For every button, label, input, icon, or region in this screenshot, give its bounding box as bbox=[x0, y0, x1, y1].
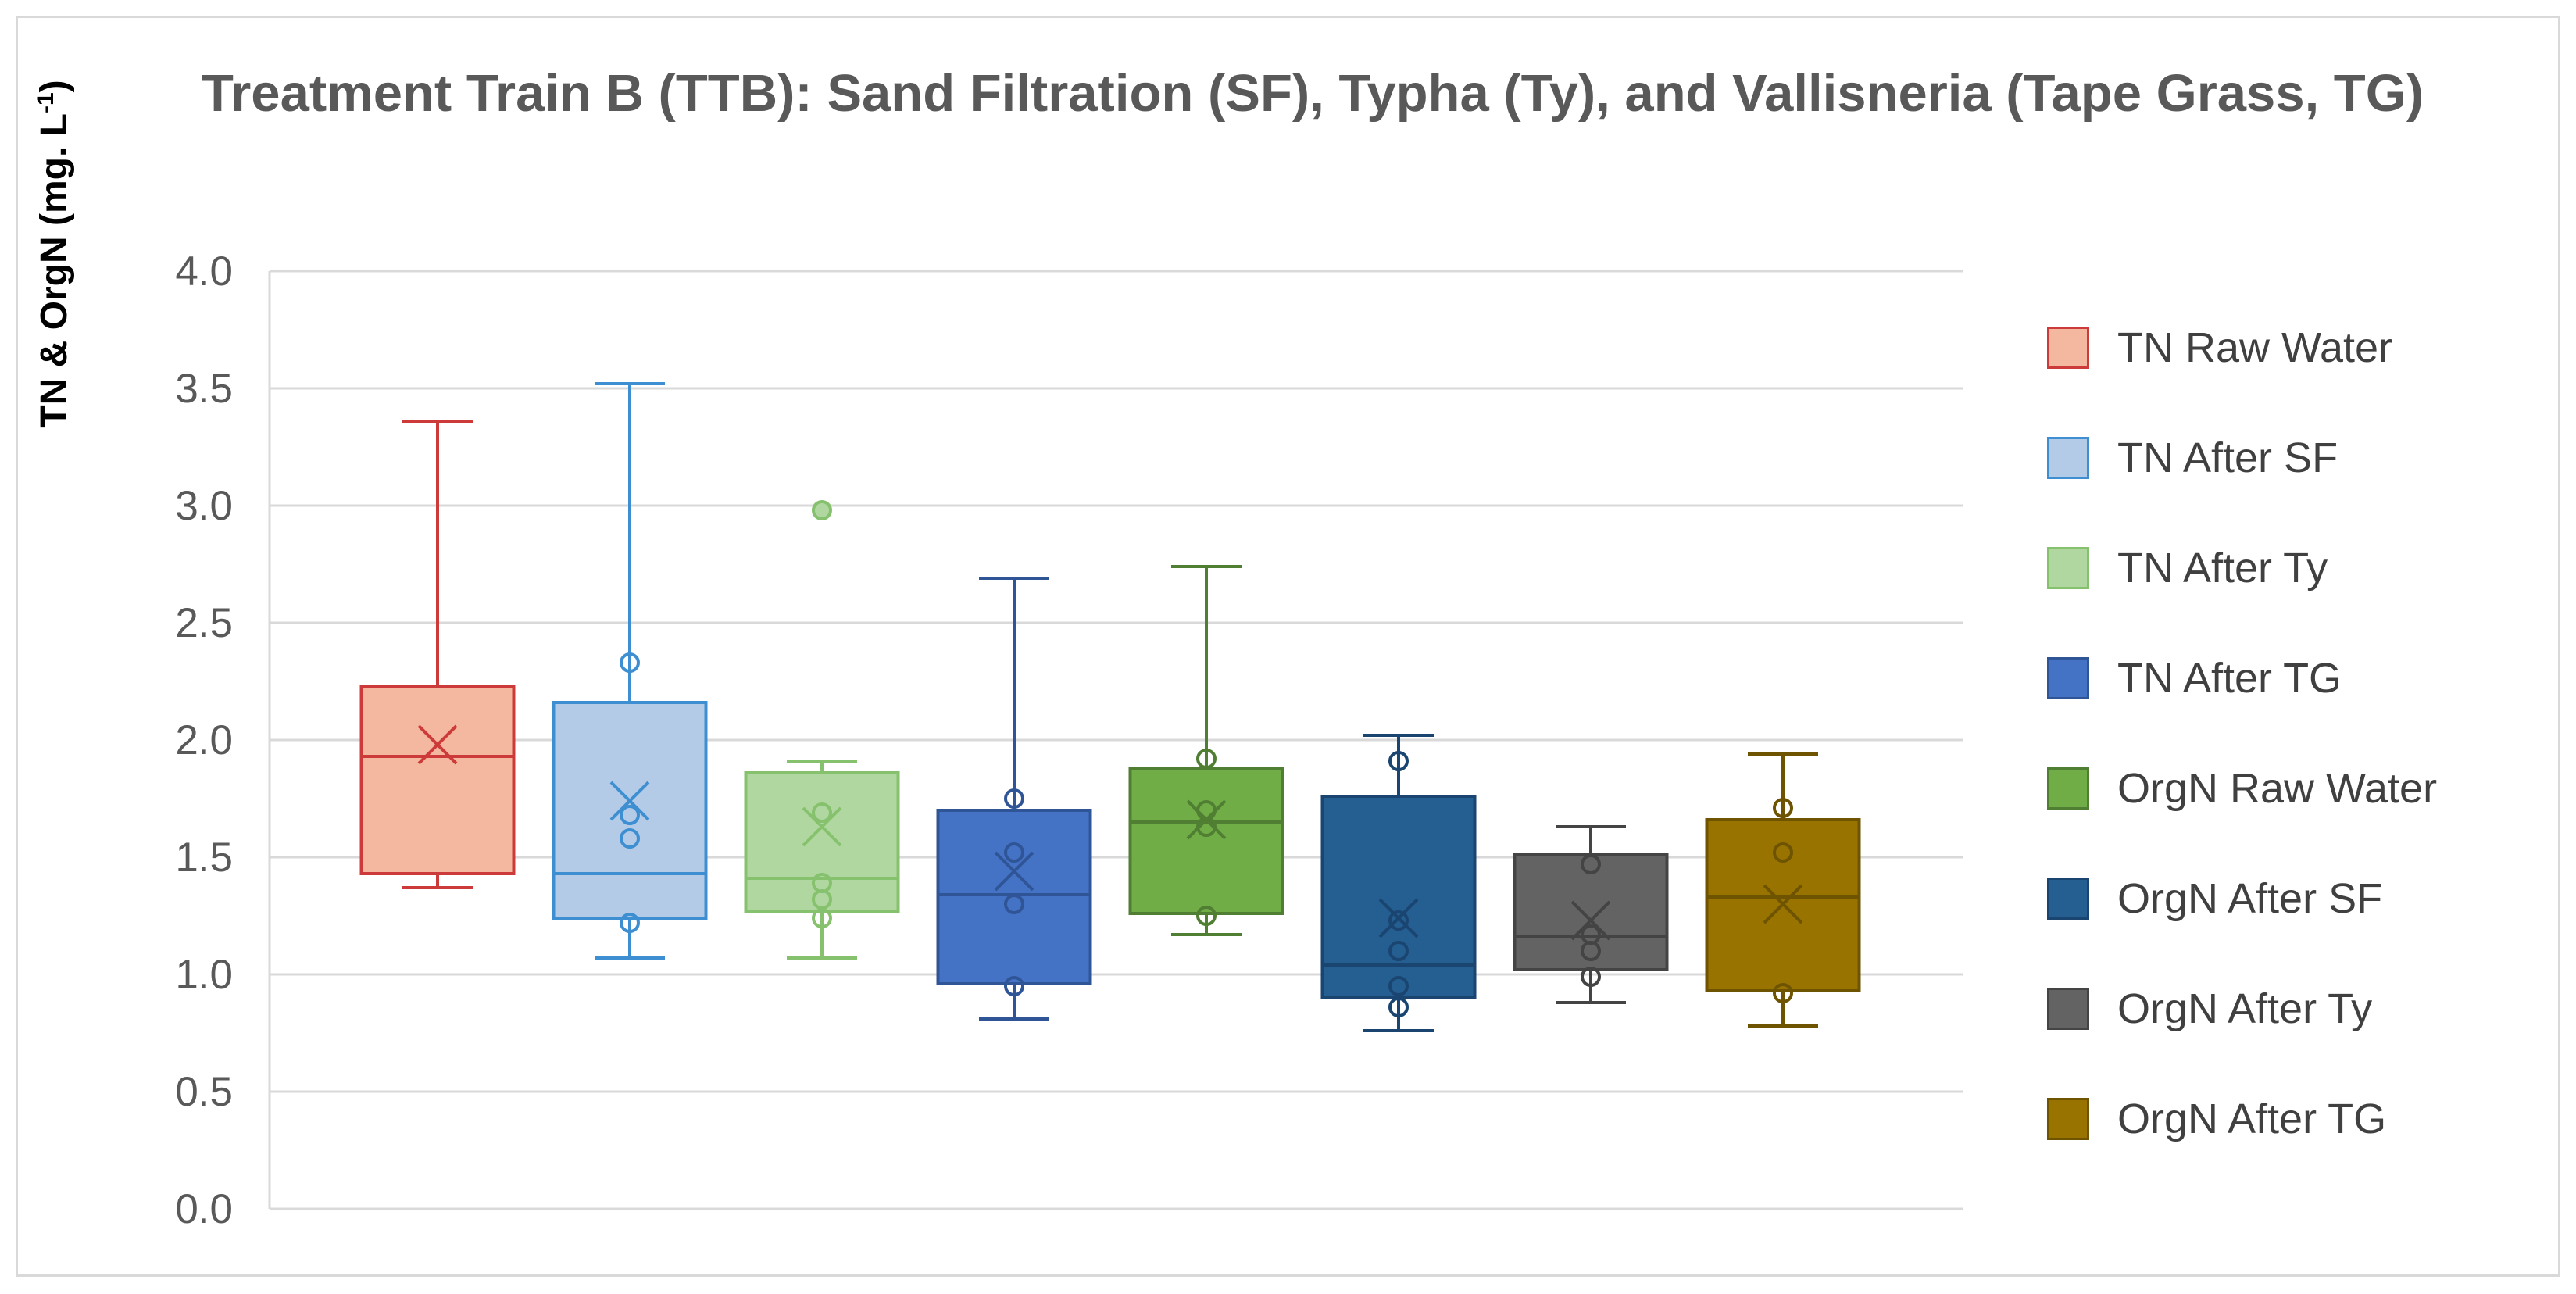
box-tn-after-sf bbox=[552, 382, 708, 960]
inner-point bbox=[1773, 798, 1793, 818]
legend-swatch bbox=[2047, 767, 2089, 810]
inner-point bbox=[812, 802, 832, 823]
y-tick-label: 3.5 bbox=[175, 366, 233, 412]
box-tn-after-ty bbox=[744, 500, 900, 960]
inner-point bbox=[1388, 910, 1409, 931]
box-tn-raw-water bbox=[359, 420, 516, 889]
inner-point bbox=[1388, 997, 1409, 1017]
inner-point bbox=[1196, 749, 1217, 769]
inner-point bbox=[1773, 842, 1793, 863]
legend-label: TN Raw Water bbox=[2117, 324, 2393, 371]
legend-swatch bbox=[2047, 657, 2089, 699]
box-iqr bbox=[1128, 767, 1284, 915]
mean-marker-b bbox=[802, 806, 842, 847]
y-tick-label: 1.0 bbox=[175, 952, 233, 998]
legend-label: TN After SF bbox=[2117, 434, 2338, 481]
legend-label: OrgN After Ty bbox=[2117, 985, 2373, 1032]
box-orgn-raw-water bbox=[1128, 565, 1284, 936]
legend-label: OrgN After SF bbox=[2117, 875, 2383, 922]
legend-swatch bbox=[2047, 988, 2089, 1030]
mean-marker-b bbox=[1186, 799, 1227, 840]
y-tick-labels: 0.0 0.5 1.0 1.5 2.0 2.5 3.0 3.5 4.0 bbox=[175, 248, 233, 1232]
inner-point bbox=[620, 828, 640, 849]
inner-point bbox=[1388, 976, 1409, 996]
legend-swatch bbox=[2047, 437, 2089, 479]
y-tick-label: 3.0 bbox=[175, 483, 233, 529]
box-orgn-after-tg bbox=[1705, 752, 1861, 1028]
box-iqr bbox=[744, 771, 900, 913]
y-tick-label: 2.0 bbox=[175, 717, 233, 763]
legend-label: OrgN Raw Water bbox=[2117, 765, 2438, 812]
inner-point bbox=[1581, 941, 1601, 961]
box-iqr bbox=[1320, 795, 1477, 999]
mean-marker-b bbox=[1763, 884, 1803, 924]
box-orgn-after-sf bbox=[1320, 734, 1477, 1032]
box-series bbox=[359, 382, 1861, 1032]
y-tick-label: 4.0 bbox=[175, 248, 233, 295]
inner-point bbox=[1004, 842, 1024, 863]
y-tick-label: 2.5 bbox=[175, 600, 233, 646]
mean-marker-b bbox=[609, 781, 650, 821]
box-iqr bbox=[359, 685, 516, 875]
inner-point bbox=[1581, 967, 1601, 987]
y-tick-label: 0.5 bbox=[175, 1069, 233, 1115]
box-iqr bbox=[552, 701, 708, 920]
inner-point bbox=[1773, 983, 1793, 1003]
mean-marker-b bbox=[1378, 898, 1419, 938]
box-orgn-after-ty bbox=[1513, 825, 1669, 1004]
legend-swatch bbox=[2047, 878, 2089, 920]
legend-label: OrgN After TG bbox=[2117, 1096, 2387, 1142]
y-tick-label: 1.5 bbox=[175, 835, 233, 881]
inner-point bbox=[620, 805, 640, 825]
inner-point bbox=[1004, 894, 1024, 914]
legend-swatch bbox=[2047, 547, 2089, 589]
y-tick-label: 0.0 bbox=[175, 1186, 233, 1232]
mean-marker-b bbox=[417, 724, 458, 765]
mean-marker-b bbox=[1570, 900, 1611, 941]
box-tn-after-tg bbox=[936, 577, 1092, 1021]
grid-lines bbox=[268, 270, 1963, 1210]
inner-point bbox=[620, 913, 640, 933]
inner-point bbox=[1004, 788, 1024, 809]
legend-swatch bbox=[2047, 1098, 2089, 1140]
outlier-point bbox=[812, 500, 832, 520]
chart-title: Treatment Train B (TTB): Sand Filtration… bbox=[202, 64, 2424, 123]
inner-point bbox=[1388, 751, 1409, 771]
legend-label: TN After TG bbox=[2117, 655, 2342, 702]
inner-point bbox=[1581, 854, 1601, 874]
legend-swatch bbox=[2047, 327, 2089, 369]
inner-point bbox=[1388, 941, 1409, 961]
mean-marker-b bbox=[994, 851, 1034, 892]
chart-frame bbox=[16, 16, 2560, 1277]
inner-point bbox=[1196, 906, 1217, 926]
inner-point bbox=[1004, 976, 1024, 996]
inner-point bbox=[812, 908, 832, 928]
legend-label: TN After Ty bbox=[2117, 545, 2328, 592]
inner-point bbox=[620, 652, 640, 673]
